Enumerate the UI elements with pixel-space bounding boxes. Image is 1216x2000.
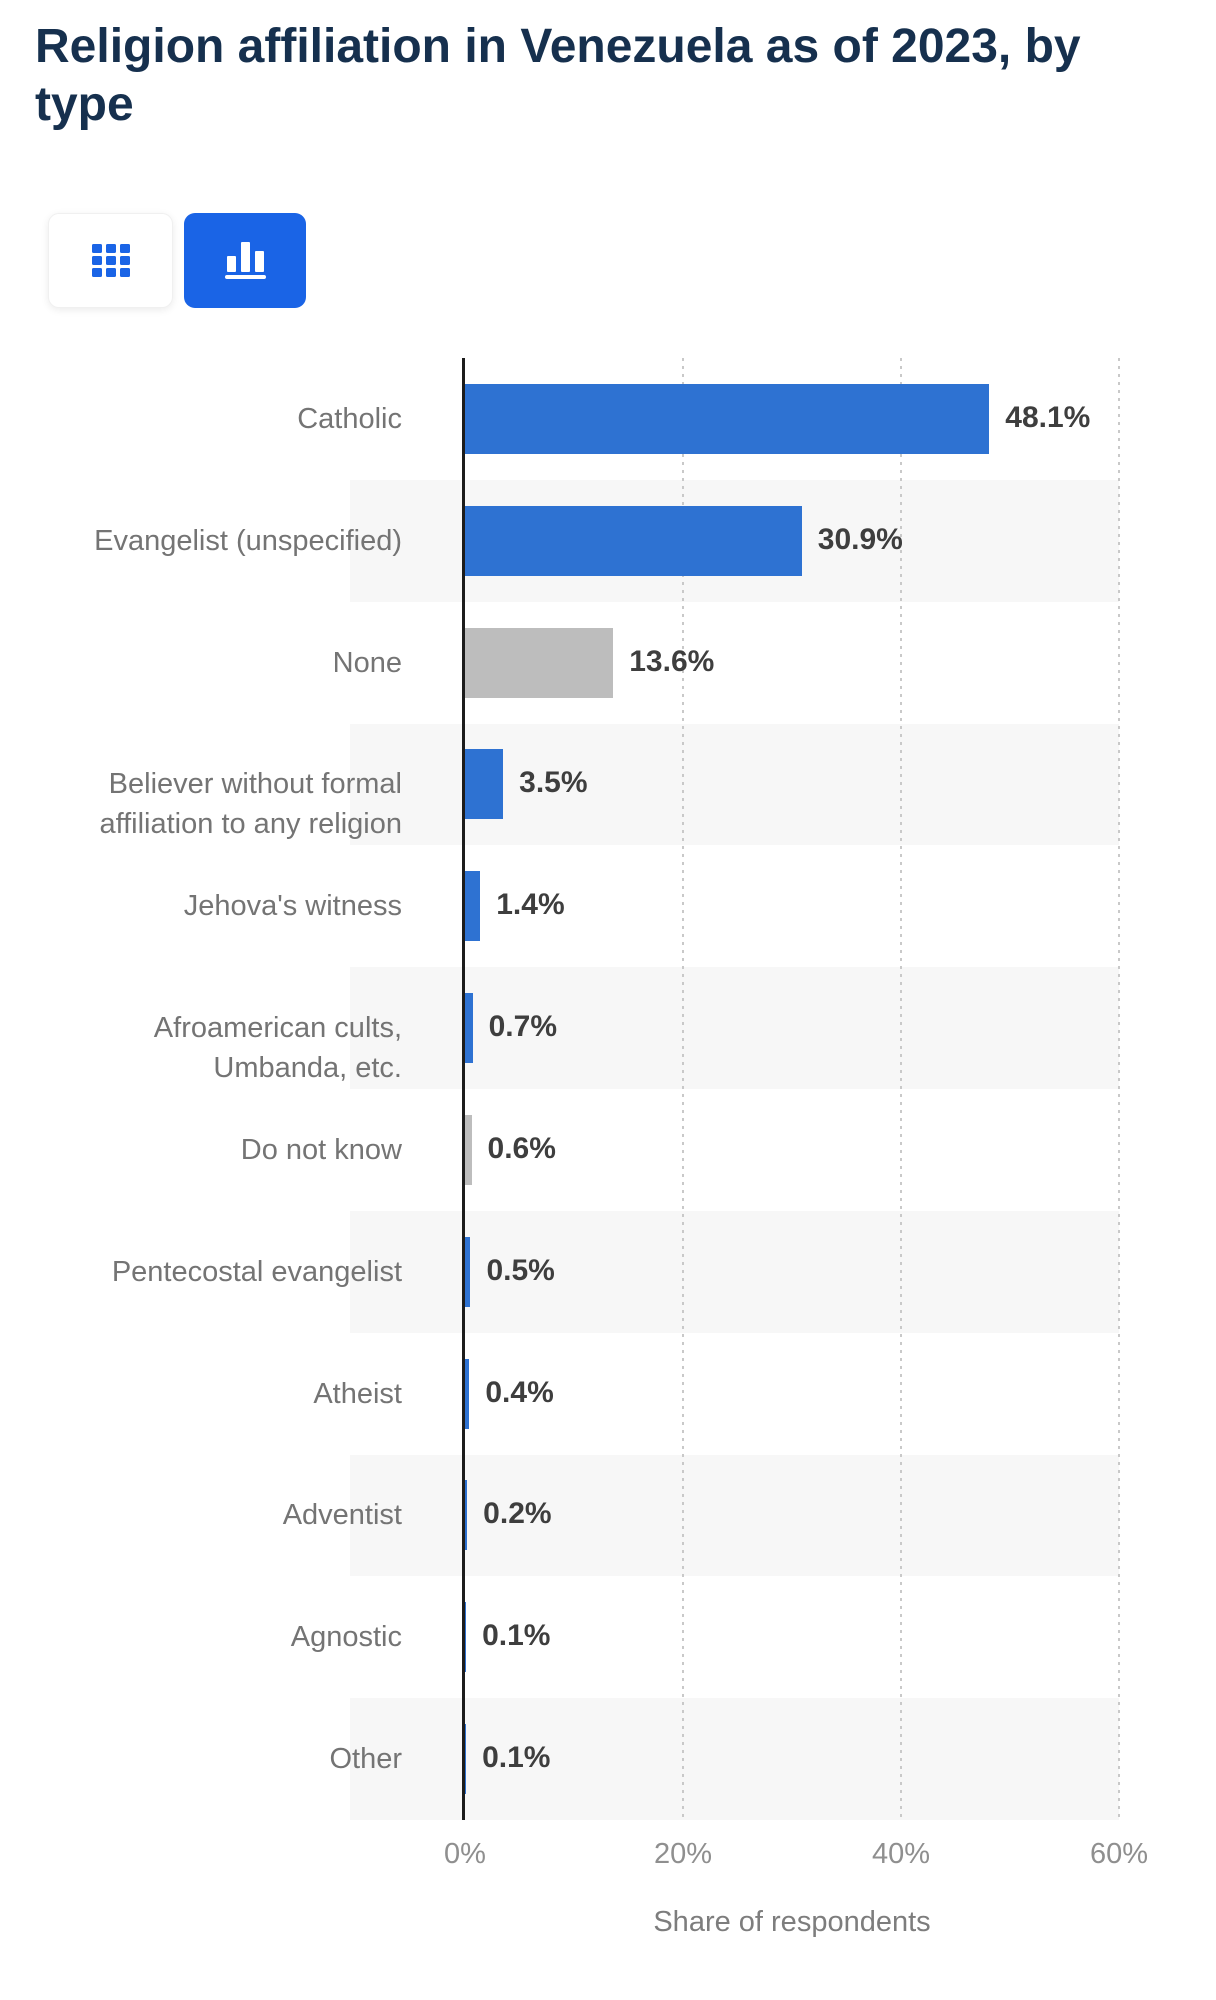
bar-do-not-know bbox=[465, 1114, 472, 1185]
chart-row: Do not know 0.6% bbox=[241, 1089, 1119, 1211]
value-label: 3.5% bbox=[519, 766, 588, 800]
value-label: 0.1% bbox=[482, 1619, 551, 1653]
x-axis-title: Share of respondents bbox=[653, 1906, 931, 1938]
value-label: 1.4% bbox=[496, 888, 565, 922]
row-stripe bbox=[350, 1210, 1119, 1333]
x-tick-label: 0% bbox=[444, 1838, 486, 1870]
bar-agnostic bbox=[465, 1602, 467, 1673]
row-stripe bbox=[350, 1454, 1119, 1577]
chart-row: Adventist 0.2% bbox=[283, 1455, 1119, 1577]
bar-atheist bbox=[465, 1358, 470, 1429]
y-axis-line bbox=[462, 358, 465, 1820]
x-tick-label: 20% bbox=[653, 1838, 713, 1870]
bar-chart-icon bbox=[224, 242, 266, 279]
chart-row: Atheist 0.4% bbox=[313, 1333, 1119, 1455]
chart-row: Pentecostal evangelist 0.5% bbox=[112, 1211, 1119, 1333]
value-label: 0.5% bbox=[486, 1253, 555, 1287]
bar-afroamerican-cults-umbanda-etc- bbox=[465, 993, 473, 1064]
page-title-line1: Religion affiliation in Venezuela as of … bbox=[35, 20, 1081, 73]
value-label: 0.7% bbox=[488, 1010, 558, 1044]
chart-row: Agnostic 0.1% bbox=[291, 1576, 1119, 1698]
bar-other bbox=[465, 1724, 467, 1795]
category-label: Catholic bbox=[297, 402, 402, 435]
bar-believer-without-formal-affiliation-to-any-religion bbox=[465, 749, 504, 820]
category-label: Pentecostal evangelist bbox=[111, 1255, 402, 1288]
category-label: Do not know bbox=[240, 1133, 402, 1166]
row-stripe bbox=[350, 967, 1119, 1089]
x-tick-label: 60% bbox=[1089, 1838, 1149, 1870]
bar-jehova-s-witness bbox=[465, 871, 481, 942]
bar-none bbox=[465, 627, 614, 698]
chart-row: None 13.6% bbox=[333, 602, 1119, 724]
category-label: Evangelist (unspecified) bbox=[94, 524, 402, 557]
x-tick-label: 40% bbox=[871, 1838, 931, 1870]
bar-adventist bbox=[465, 1480, 468, 1551]
gridline-40 bbox=[900, 358, 902, 1820]
value-label: 0.1% bbox=[482, 1741, 551, 1775]
value-label: 30.9% bbox=[817, 522, 903, 556]
category-label: Agnostic bbox=[290, 1621, 402, 1654]
gridline-20 bbox=[682, 358, 684, 1820]
bar-pentecostal-evangelist bbox=[465, 1236, 471, 1307]
page-title-line2: type bbox=[35, 78, 134, 131]
chart-row: Catholic 48.1% bbox=[297, 358, 1119, 480]
chart-row: Other 0.1% bbox=[329, 1698, 1119, 1820]
view-toggle-toolbar bbox=[48, 213, 306, 308]
page-title: Religion affiliation in Venezuela as of … bbox=[35, 18, 1155, 134]
table-grid-icon bbox=[91, 244, 130, 277]
bar-catholic bbox=[465, 383, 990, 454]
category-label: Adventist bbox=[282, 1499, 402, 1532]
category-label: Believer without formal affiliation to a… bbox=[99, 768, 402, 841]
chart-row: Jehova's witness 1.4% bbox=[184, 845, 1119, 967]
bar-evangelist-unspecified- bbox=[465, 505, 802, 576]
row-stripe bbox=[350, 1698, 1119, 1820]
category-label: None bbox=[332, 646, 402, 679]
category-label: Afroamerican cults, Umbanda, etc. bbox=[153, 1012, 402, 1085]
chart-row: Believer without formal affiliation to a… bbox=[99, 724, 1119, 846]
chart-row: Afroamerican cults, Umbanda, etc. 0.7% bbox=[154, 967, 1119, 1089]
category-label: Atheist bbox=[313, 1377, 402, 1410]
value-label: 0.6% bbox=[487, 1131, 556, 1165]
value-label: 0.4% bbox=[485, 1375, 554, 1409]
table-view-button[interactable] bbox=[48, 213, 173, 308]
chart-view-button[interactable] bbox=[184, 213, 306, 308]
gridline-60 bbox=[1118, 358, 1120, 1820]
category-label: Other bbox=[329, 1743, 402, 1776]
value-label: 13.6% bbox=[629, 644, 715, 678]
value-label: 48.1% bbox=[1005, 400, 1091, 434]
value-label: 0.2% bbox=[483, 1497, 552, 1531]
chart-row: Evangelist (unspecified) 30.9% bbox=[94, 480, 1119, 602]
category-label: Jehova's witness bbox=[183, 890, 402, 923]
bar-chart-plot-area: Catholic 48.1% Evangelist (unspecified) 30.… bbox=[94, 358, 1120, 1820]
